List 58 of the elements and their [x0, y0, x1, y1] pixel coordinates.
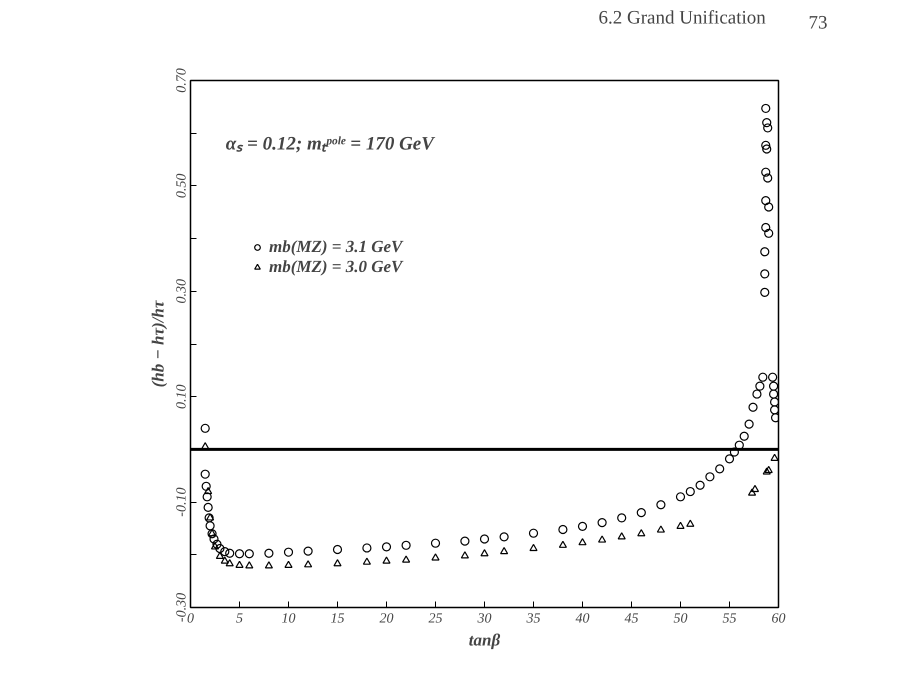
point: [304, 560, 312, 568]
point: [210, 542, 220, 550]
point: [558, 540, 567, 548]
x-tick-label: 0: [187, 612, 194, 626]
x-tick-label: 55: [722, 612, 736, 626]
point: [431, 553, 440, 561]
point: [382, 556, 391, 564]
x-tick-label: 30: [476, 612, 492, 626]
legend-label: mb(MZ) = 3.0 GeV: [269, 257, 402, 277]
x-tick-label: 10: [282, 612, 296, 626]
point: [284, 560, 293, 568]
point: [220, 556, 229, 564]
x-axis-title: tanβ: [468, 630, 500, 650]
point: [770, 454, 778, 461]
point: [656, 525, 665, 533]
x-tick-label: 40: [576, 612, 590, 626]
point: [764, 466, 773, 474]
y-tick-label: 0.30: [174, 279, 190, 304]
point: [235, 560, 244, 568]
point: [500, 546, 508, 554]
point: [245, 561, 254, 568]
x-tick-label: 60: [772, 612, 786, 626]
point: [686, 520, 694, 527]
y-axis-title: (hb − hτ)/hτ: [148, 300, 168, 388]
x-tick-label: 45: [624, 612, 638, 626]
point: [676, 522, 685, 529]
point: [460, 551, 469, 558]
text: 6.2 Grand Unification: [598, 8, 766, 28]
y-tick-label: 0.70: [174, 68, 190, 93]
x-tick-label: 25: [428, 612, 442, 626]
x-tick-label: 5: [236, 612, 243, 626]
point: [637, 529, 646, 536]
point: [362, 558, 371, 565]
legend-label: mb(MZ) = 3.1 GeV: [269, 237, 402, 257]
point: [598, 535, 606, 543]
y-tick-label: -0.10: [174, 488, 190, 517]
point: [618, 532, 626, 540]
point: [333, 559, 342, 566]
point: [480, 549, 489, 556]
text: 73: [808, 12, 828, 34]
point: [529, 544, 538, 552]
point: [748, 488, 756, 496]
point: [750, 484, 760, 492]
x-tick-label: 50: [674, 612, 688, 626]
point: [204, 486, 212, 494]
point: [226, 559, 234, 566]
point: [402, 555, 410, 563]
point: [578, 538, 587, 546]
x-tick-label: 35: [526, 612, 540, 626]
x-tick-label: 15: [330, 612, 344, 626]
point: [762, 467, 771, 475]
annotation: αₛ = 0.12; mₜᵖᵒˡᵉ = 170 GeV: [226, 133, 436, 154]
point: [264, 561, 273, 568]
y-tick-label: 0.50: [174, 174, 190, 198]
x-tick-label: 20: [380, 612, 394, 626]
point: [207, 529, 217, 538]
y-tick-label: 0.10: [174, 384, 190, 409]
point: [206, 513, 214, 521]
